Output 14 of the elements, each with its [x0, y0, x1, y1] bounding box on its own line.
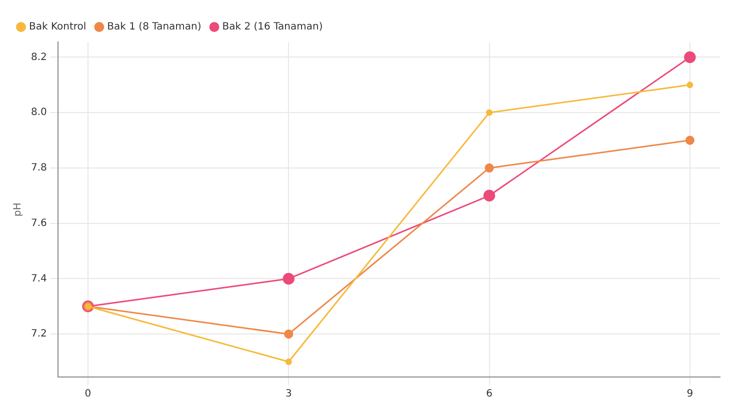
y-tick-label: 7.2 — [30, 328, 47, 340]
x-tick-label: 0 — [84, 388, 92, 400]
y-tick-label: 7.4 — [30, 273, 47, 284]
y-axis-title: pH — [12, 202, 24, 216]
y-tick-label: 7.8 — [30, 162, 47, 174]
y-tick-label: 7.6 — [30, 218, 47, 229]
x-tick-label: 6 — [486, 388, 492, 400]
legend-label: Bak Kontrol — [29, 22, 86, 33]
y-tick-label: 8.2 — [30, 52, 47, 63]
y-tick-label: 8.0 — [30, 107, 47, 118]
legend-label: Bak 2 (16 Tanaman) — [222, 22, 323, 33]
x-tick-label: 3 — [285, 388, 292, 400]
x-tick-label: 9 — [686, 388, 694, 400]
legend-label: Bak 1 (8 Tanaman) — [107, 22, 202, 33]
